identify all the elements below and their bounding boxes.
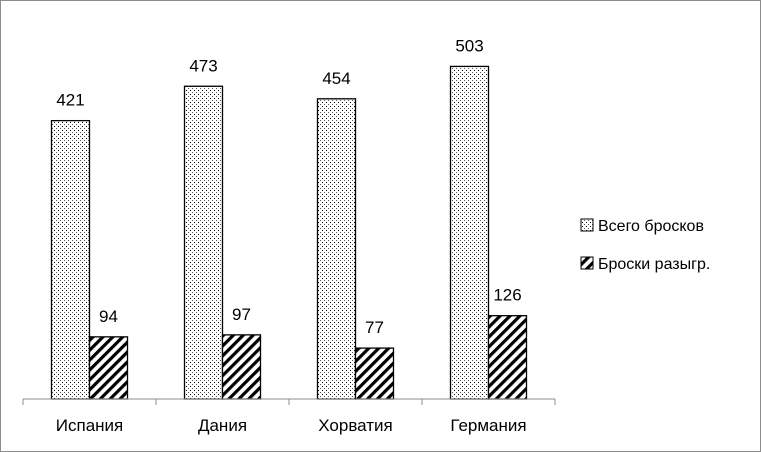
data-label: 473 bbox=[189, 56, 217, 75]
legend-label: Всего бросков bbox=[598, 218, 704, 235]
legend-label: Броски разыгр. bbox=[598, 256, 710, 273]
data-label: 454 bbox=[322, 69, 350, 88]
bar-total-3 bbox=[449, 65, 490, 400]
x-tick-label: Дания bbox=[198, 416, 247, 435]
data-label: 97 bbox=[232, 305, 251, 324]
bar-total-0 bbox=[50, 119, 91, 400]
data-label: 421 bbox=[56, 91, 84, 110]
bar-total-2 bbox=[316, 98, 357, 400]
data-label: 503 bbox=[455, 36, 483, 55]
x-tick-label: Германия bbox=[450, 416, 526, 435]
data-label: 94 bbox=[99, 307, 118, 326]
x-axis: Испания Дания Хорватия Германия bbox=[22, 398, 556, 435]
bar-played-1 bbox=[221, 334, 262, 400]
data-label: 77 bbox=[365, 318, 384, 337]
x-tick-label: Хорватия bbox=[318, 416, 392, 435]
bar-total-1 bbox=[183, 85, 224, 400]
legend-swatch bbox=[580, 256, 594, 270]
legend: Всего бросков Броски разыгр. bbox=[580, 218, 710, 273]
plot-area bbox=[50, 65, 528, 400]
data-label: 126 bbox=[493, 286, 521, 305]
legend-swatch bbox=[580, 218, 594, 232]
bar-played-0 bbox=[88, 336, 129, 400]
x-tick-label: Испания bbox=[56, 416, 123, 435]
bar-played-2 bbox=[354, 347, 395, 400]
data-labels: 421 94 473 97 454 77 503 126 bbox=[56, 36, 521, 337]
bar-played-3 bbox=[487, 315, 528, 400]
